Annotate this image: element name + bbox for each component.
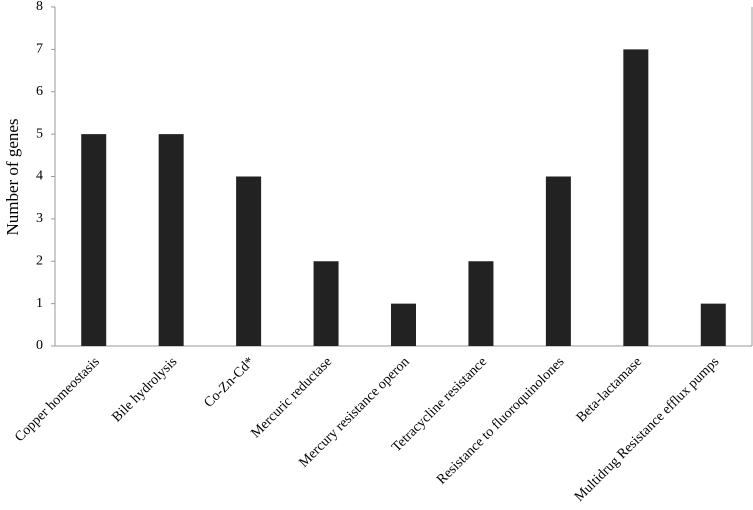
x-tick-label: Copper homeostasis <box>12 354 103 445</box>
y-tick-label: 7 <box>36 42 43 57</box>
bar <box>313 261 339 346</box>
y-tick-label: 8 <box>36 0 43 14</box>
y-tick-label: 0 <box>36 338 43 353</box>
x-tick-label: Bile hydrolysis <box>109 354 180 425</box>
x-tick-label: Co-Zn-Cd* <box>201 354 257 410</box>
bar <box>545 176 571 346</box>
y-axis-label: Number of genes <box>3 118 22 235</box>
bar <box>81 134 107 346</box>
bar <box>700 303 726 346</box>
x-tick-label: Multidrug Resistance efflux pumps <box>572 354 722 504</box>
y-tick-label: 4 <box>36 169 43 184</box>
bar <box>391 303 416 346</box>
bar <box>623 49 649 346</box>
y-tick-label: 6 <box>36 84 43 99</box>
y-tick-label: 3 <box>36 211 43 226</box>
x-tick-label: Mercuric reductase <box>248 354 335 441</box>
bar <box>468 261 494 346</box>
x-tick-label: Beta-lactamase <box>574 354 645 425</box>
bar <box>158 134 184 346</box>
y-tick-label: 1 <box>36 296 43 311</box>
y-tick-label: 5 <box>36 126 43 141</box>
bar <box>236 176 262 346</box>
x-tick-label: Resistance to fluoroquinolones <box>434 354 567 487</box>
y-tick-label: 2 <box>36 253 43 268</box>
